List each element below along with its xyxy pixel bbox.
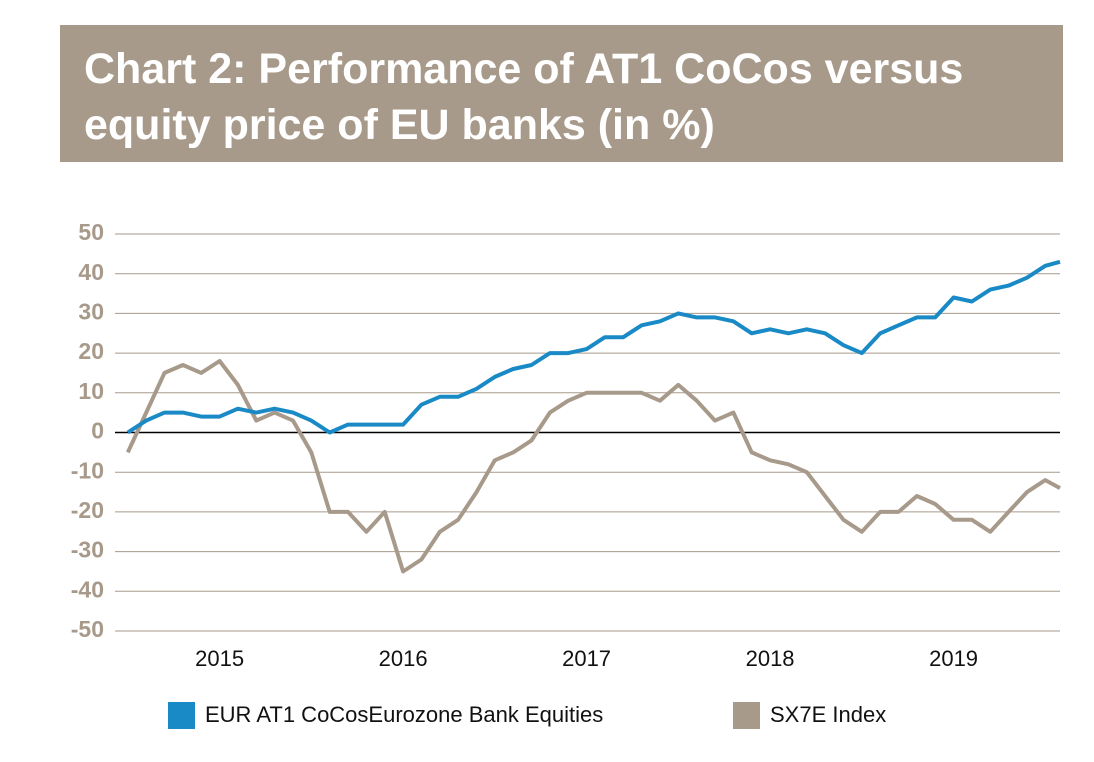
y-tick-label: -10 bbox=[71, 457, 104, 483]
y-tick-label: 20 bbox=[78, 338, 104, 364]
y-tick-label: -30 bbox=[71, 537, 104, 563]
y-tick-label: 30 bbox=[78, 298, 104, 324]
y-tick-label: -40 bbox=[71, 576, 104, 602]
legend-label: EUR AT1 CoCosEurozone Bank Equities bbox=[205, 702, 603, 727]
y-tick-label: -20 bbox=[71, 497, 104, 523]
legend-swatch bbox=[168, 702, 195, 729]
y-tick-label: 40 bbox=[78, 259, 104, 285]
title-banner: Chart 2: Performance of AT1 CoCos versus… bbox=[60, 25, 1063, 162]
x-tick-label: 2018 bbox=[746, 646, 795, 671]
y-tick-label: 0 bbox=[91, 418, 104, 444]
x-tick-label: 2019 bbox=[929, 646, 978, 671]
y-tick-label: -50 bbox=[71, 616, 104, 642]
x-tick-label: 2016 bbox=[379, 646, 428, 671]
series-line bbox=[126, 259, 1061, 435]
series-line bbox=[125, 359, 1061, 574]
x-tick-label: 2015 bbox=[195, 646, 244, 671]
x-tick-label: 2017 bbox=[562, 646, 611, 671]
chart-title: Chart 2: Performance of AT1 CoCos versus… bbox=[84, 45, 964, 149]
legend-swatch bbox=[733, 702, 760, 729]
legend-label: SX7E Index bbox=[770, 702, 886, 727]
y-tick-label: 10 bbox=[78, 378, 104, 404]
y-tick-label: 50 bbox=[78, 219, 104, 245]
